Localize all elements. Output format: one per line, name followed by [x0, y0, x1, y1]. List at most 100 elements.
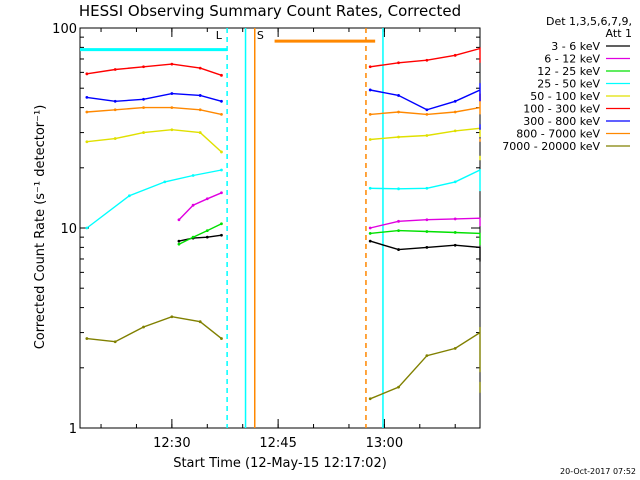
series-point [198, 66, 202, 70]
series-point [198, 131, 202, 134]
series-point [368, 186, 372, 190]
series-point [368, 226, 372, 230]
series-line-4 [86, 127, 481, 161]
series-point [163, 180, 167, 184]
series-line-7 [86, 101, 481, 142]
series-point [85, 337, 89, 340]
series-point [453, 99, 457, 103]
series-point [113, 108, 117, 112]
series-point [127, 194, 131, 198]
series-point [191, 174, 195, 177]
x-tick-label: 13:00 [366, 436, 403, 451]
legend-entry-label: 25 - 50 keV [537, 78, 600, 91]
series-point [205, 235, 209, 239]
series-point [170, 92, 174, 95]
series-line-6 [86, 83, 481, 130]
series-point [191, 203, 195, 207]
series-point [397, 229, 400, 233]
series-point [205, 197, 209, 201]
series-point [220, 222, 223, 226]
series-point [368, 138, 372, 141]
series-point [425, 218, 429, 222]
series-point [177, 239, 181, 243]
series-point [368, 397, 372, 401]
series-point [113, 340, 117, 344]
series-point [220, 150, 223, 154]
series-point [425, 112, 429, 116]
series-point [425, 186, 429, 190]
series-point [85, 140, 89, 144]
series-point [220, 168, 223, 172]
series-line-2 [178, 223, 481, 246]
series-point [170, 315, 174, 319]
series-point [191, 235, 195, 239]
series-point [198, 94, 202, 97]
series-point [397, 135, 400, 139]
y-tick-label: 10 [60, 222, 77, 237]
series-point [397, 385, 400, 389]
series-point [113, 137, 117, 140]
series-line-8 [86, 315, 481, 400]
series-point [368, 112, 372, 116]
annotation-label: L [216, 29, 223, 42]
series-point [368, 231, 372, 235]
legend-entry-label: 800 - 7000 keV [516, 128, 600, 141]
series-point [198, 108, 202, 112]
series-line-1 [178, 192, 481, 229]
x-axis-label: Start Time (12-May-15 12:17:02) [173, 456, 387, 471]
series-point [453, 243, 457, 247]
series-point [142, 131, 145, 134]
series-point [425, 58, 429, 62]
x-tick-label: 12:45 [259, 436, 296, 451]
series-point [368, 88, 372, 92]
series-point [85, 72, 89, 76]
series-point [170, 62, 174, 66]
series-line-0 [178, 234, 481, 262]
series-point [453, 53, 457, 57]
series-line-5 [86, 47, 481, 102]
series-point [397, 94, 400, 97]
series-point [453, 231, 457, 234]
y-axis-label: Corrected Count Rate (s⁻¹ detector⁻¹) [33, 105, 48, 350]
series-point [453, 180, 457, 184]
series-point [453, 347, 457, 350]
plot-area: 1 10 100 12:30 12:45 13:00 L S [52, 22, 481, 451]
series-point [220, 233, 223, 237]
series-point [453, 217, 457, 221]
series-point [113, 99, 117, 103]
y-tick-label: 1 [69, 422, 77, 437]
series-point [170, 106, 174, 109]
series-point [113, 68, 117, 71]
series-point [425, 245, 429, 249]
series-point [142, 65, 145, 69]
series-point [425, 108, 429, 112]
legend-entry-label: 300 - 800 keV [523, 115, 600, 128]
series-point [85, 95, 89, 99]
series-point [170, 128, 174, 132]
series-point [397, 110, 400, 114]
legend-entry-label: 50 - 100 keV [530, 90, 600, 103]
series-point [220, 73, 223, 77]
series-point [425, 134, 429, 137]
legend-entry-label: 100 - 300 keV [523, 103, 600, 116]
annotation-label: S [257, 29, 264, 42]
series-point [198, 320, 202, 324]
series-point [177, 242, 181, 246]
series-point [397, 248, 400, 251]
legend-entry-label: 7000 - 20000 keV [502, 140, 600, 153]
plot-frame [79, 27, 481, 429]
y-tick-label: 100 [52, 22, 77, 37]
generation-timestamp: 20-Oct-2017 07:52 [560, 467, 636, 476]
series-point [368, 65, 372, 69]
legend-entry-label: 12 - 25 keV [537, 65, 600, 78]
legend-header-line-2: Att 1 [606, 27, 632, 40]
x-tick-label: 12:30 [153, 436, 190, 451]
series-point [85, 110, 89, 114]
series-point [177, 218, 181, 222]
series-point [220, 337, 223, 340]
series-point [425, 230, 429, 233]
series-point [85, 226, 89, 230]
series-point [397, 219, 400, 223]
